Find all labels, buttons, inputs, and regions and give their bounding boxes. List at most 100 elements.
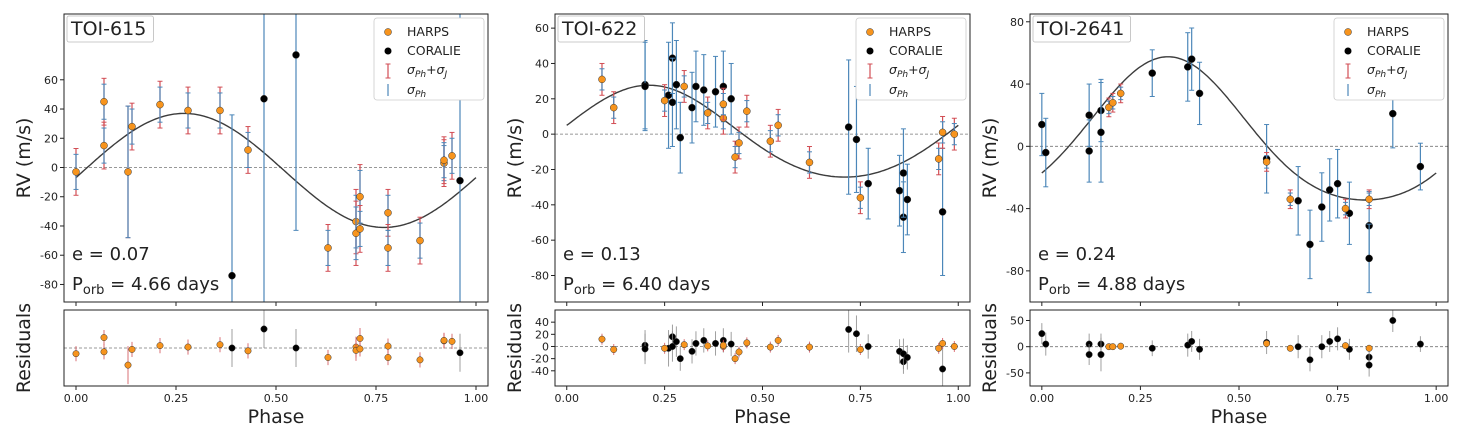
- ytick-label: -40: [1006, 203, 1024, 216]
- harps-residual-point: [72, 350, 80, 358]
- coralie-point: [895, 186, 904, 195]
- panel-title-frame: [66, 15, 154, 43]
- coralie-point: [938, 208, 947, 216]
- harps-point: [774, 121, 782, 130]
- period-symbol: P: [1038, 274, 1049, 295]
- res-ytick-label: 0: [542, 340, 549, 353]
- x-axis-label: Phase: [1211, 406, 1268, 428]
- harps-residual-point: [440, 336, 448, 344]
- sigma: σ: [889, 82, 898, 97]
- harps-point: [100, 141, 108, 150]
- chart-panel-0: -80 -60 -40 -20 0 20 40 60 0.00 0.25 0.50 0.75 1.00 R…: [13, 13, 489, 428]
- harps-point: [356, 192, 364, 201]
- sub: J: [1402, 70, 1407, 80]
- harps-point: [124, 168, 132, 176]
- harps-residual-point: [356, 335, 364, 342]
- harps-residual-point: [680, 341, 688, 349]
- legend-ph-err-label: σPh: [1367, 82, 1386, 100]
- res-ytick-label: -50: [1006, 367, 1024, 380]
- coralie-residual-point: [1416, 340, 1424, 348]
- xtick-label: 0.25: [1128, 392, 1153, 405]
- harps-point: [1365, 195, 1373, 204]
- coralie-residual-point: [1334, 335, 1342, 343]
- period-label: Porb = 6.40 days: [563, 274, 710, 298]
- res-ytick-label: 20: [535, 328, 549, 341]
- sub: J: [924, 70, 929, 80]
- harps-point: [1286, 195, 1295, 204]
- xtick-label: 0.00: [1030, 392, 1055, 405]
- harps-residual-point: [384, 342, 392, 350]
- harps-residual-point: [766, 343, 774, 351]
- harps-residual-point: [743, 339, 751, 347]
- coralie-residual-point: [700, 336, 708, 344]
- coralie-residual-point: [1306, 356, 1314, 364]
- coralie-residual-point: [712, 339, 719, 347]
- harps-point: [805, 158, 814, 167]
- coralie-residual-point: [845, 326, 853, 333]
- coralie-point: [1416, 162, 1425, 171]
- coralie-point: [668, 98, 677, 107]
- ytick-label: -20: [531, 163, 549, 176]
- harps-residual-point: [128, 345, 136, 353]
- xtick-label: 0.00: [554, 392, 579, 405]
- ytick-label: 40: [535, 57, 549, 70]
- res-ytick-label: 0: [1017, 341, 1024, 354]
- panel-title: TOI-2641: [1036, 18, 1124, 40]
- coralie-residual-point: [456, 349, 464, 357]
- sigma: σ: [1367, 82, 1376, 97]
- ytick-label: -80: [1006, 265, 1024, 278]
- harps-point: [934, 155, 943, 163]
- ytick-label: 80: [1010, 16, 1024, 29]
- harps-point: [731, 153, 739, 161]
- panel-title: TOI-622: [561, 18, 637, 40]
- harps-residual-point: [156, 342, 164, 350]
- harps-residual-point: [100, 334, 108, 341]
- ytick-label: 40: [44, 103, 58, 116]
- harps-residual-point: [100, 348, 108, 356]
- xtick-label: 1.00: [1424, 392, 1449, 405]
- harps-residual-point: [704, 342, 712, 350]
- coralie-residual-point: [864, 343, 872, 350]
- harps-point: [448, 152, 456, 160]
- coralie-residual-point: [669, 343, 676, 350]
- legend-coralie-label: CORALIE: [407, 43, 461, 58]
- residual-axes-frame: [1029, 309, 1449, 387]
- main-plot-area: [566, 22, 959, 276]
- harps-residual-point: [356, 345, 364, 353]
- coralie-residual-point: [1085, 351, 1093, 359]
- ytick-label: 60: [44, 74, 58, 87]
- harps-point: [324, 244, 332, 252]
- harps-residual-point: [935, 344, 943, 352]
- harps-point: [416, 236, 424, 245]
- harps-residual-point: [1342, 342, 1349, 350]
- harps-residual-point: [719, 341, 727, 349]
- coralie-residual-point: [939, 365, 947, 373]
- legend-coralie-marker: [866, 47, 874, 55]
- legend-total-err-label: σPh+σJ: [889, 62, 929, 80]
- y-axis-label: RV (m/s): [504, 118, 526, 199]
- sub: Ph: [1375, 90, 1386, 100]
- coralie-residual-point: [1389, 317, 1397, 324]
- harps-point: [766, 137, 775, 145]
- coralie-point: [456, 176, 464, 185]
- coralie-point: [641, 82, 649, 91]
- harps-residual-point: [324, 354, 332, 361]
- legend-harps-label: HARPS: [407, 24, 449, 39]
- coralie-residual-point: [676, 355, 684, 363]
- period-subscript: orb: [574, 283, 596, 298]
- ytick-label: 40: [1010, 78, 1024, 91]
- harps-point: [156, 100, 164, 109]
- xtick-label: 0.50: [1227, 392, 1252, 405]
- legend-harps-marker: [866, 28, 874, 36]
- legend-harps-label: HARPS: [1367, 24, 1409, 39]
- period-label: Porb = 4.88 days: [1038, 274, 1185, 298]
- y-axis-label: RV (m/s): [13, 118, 35, 199]
- harps-point: [743, 107, 751, 115]
- coralie-residual-point: [260, 325, 268, 333]
- harps-point: [128, 122, 136, 131]
- coralie-point: [1294, 197, 1302, 205]
- res-ytick-label: 50: [1010, 314, 1024, 327]
- coralie-residual-point: [1097, 351, 1105, 359]
- sub: Ph: [897, 70, 908, 80]
- panel-title: TOI-615: [70, 18, 146, 40]
